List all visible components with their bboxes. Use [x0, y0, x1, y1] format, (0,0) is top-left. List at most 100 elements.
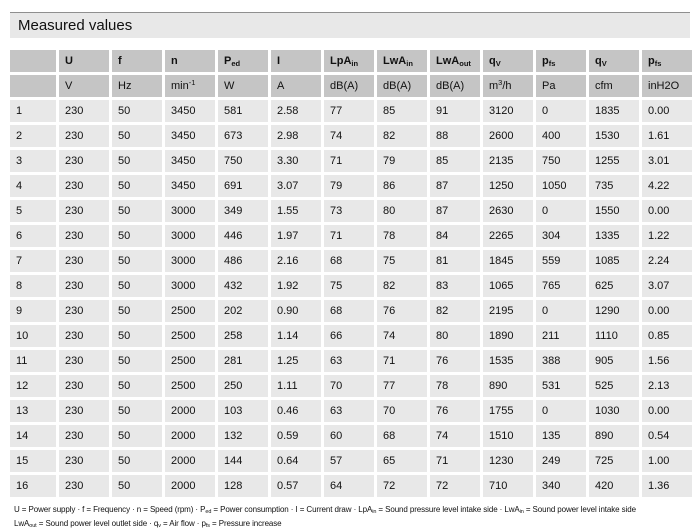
table-cell: 70: [324, 375, 374, 397]
row-number-cell: 10: [10, 325, 56, 347]
table-cell: 3.30: [271, 150, 321, 172]
row-number-cell: 5: [10, 200, 56, 222]
table-cell: 74: [324, 125, 374, 147]
table-cell: 581: [218, 100, 268, 122]
table-cell: 0.85: [642, 325, 692, 347]
table-row: 14 230 50 2000 132 0.59 60 68 74 1510 135 890 0.54: [10, 425, 692, 447]
table-cell: 0: [536, 100, 586, 122]
table-cell: 1535: [483, 350, 533, 372]
table-cell: 91: [430, 100, 480, 122]
table-cell: 68: [324, 300, 374, 322]
table-cell: 50: [112, 150, 162, 172]
legend-line: LwAout = Sound power level outlet side ·…: [14, 519, 282, 529]
table-cell: 1335: [589, 225, 639, 247]
table-cell: 50: [112, 175, 162, 197]
table-cell: 0.00: [642, 400, 692, 422]
page-title: Measured values: [18, 17, 133, 34]
table-cell: 75: [324, 275, 374, 297]
column-header: qV: [589, 50, 639, 72]
table-cell: 80: [430, 325, 480, 347]
table-cell: 1.14: [271, 325, 321, 347]
column-header: n: [165, 50, 215, 72]
column-header: [10, 50, 56, 72]
column-unit: V: [59, 75, 109, 97]
table-cell: 2.98: [271, 125, 321, 147]
column-unit: Hz: [112, 75, 162, 97]
table-cell: 1255: [589, 150, 639, 172]
column-header: U: [59, 50, 109, 72]
row-number-cell: 14: [10, 425, 56, 447]
table-row: 7 230 50 3000 486 2.16 68 75 81 1845 559 1085 2.24: [10, 250, 692, 272]
table-cell: 50: [112, 400, 162, 422]
table-cell: 73: [324, 200, 374, 222]
table-row: 10 230 50 2500 258 1.14 66 74 80 1890 211 1110 0.85: [10, 325, 692, 347]
table-cell: 0.00: [642, 200, 692, 222]
table-cell: 0.54: [642, 425, 692, 447]
table-cell: 1.11: [271, 375, 321, 397]
column-unit: inH2O: [642, 75, 692, 97]
table-cell: 71: [324, 150, 374, 172]
table-cell: 57: [324, 450, 374, 472]
table-cell: 1835: [589, 100, 639, 122]
table-cell: 60: [324, 425, 374, 447]
table-cell: 77: [324, 100, 374, 122]
table-row: 2 230 50 3450 673 2.98 74 82 88 2600 400 1530 1.61: [10, 125, 692, 147]
table-cell: 1.56: [642, 350, 692, 372]
table-cell: 230: [59, 150, 109, 172]
table-cell: 1.55: [271, 200, 321, 222]
table-cell: 673: [218, 125, 268, 147]
table-cell: 230: [59, 250, 109, 272]
table-cell: 230: [59, 450, 109, 472]
column-header: LwAin: [377, 50, 427, 72]
column-header: pfs: [642, 50, 692, 72]
table-cell: 79: [377, 150, 427, 172]
table-cell: 63: [324, 400, 374, 422]
table-cell: 2630: [483, 200, 533, 222]
table-row: 16 230 50 2000 128 0.57 64 72 72 710 340 420 1.36: [10, 475, 692, 497]
table-cell: 71: [377, 350, 427, 372]
table-cell: 135: [536, 425, 586, 447]
table-cell: 2000: [165, 425, 215, 447]
table-row: 8 230 50 3000 432 1.92 75 82 83 1065 765 625 3.07: [10, 275, 692, 297]
table-cell: 103: [218, 400, 268, 422]
table-cell: 531: [536, 375, 586, 397]
table-cell: 1250: [483, 175, 533, 197]
table-cell: 3120: [483, 100, 533, 122]
table-cell: 3.07: [271, 175, 321, 197]
table-cell: 249: [536, 450, 586, 472]
table-cell: 230: [59, 275, 109, 297]
legend-line: U = Power supply · f = Frequency · n = S…: [14, 505, 636, 515]
table-cell: 230: [59, 400, 109, 422]
table-cell: 50: [112, 375, 162, 397]
table-cell: 71: [430, 450, 480, 472]
column-header: pfs: [536, 50, 586, 72]
table-cell: 281: [218, 350, 268, 372]
table-cell: 3.07: [642, 275, 692, 297]
table-cell: 76: [430, 400, 480, 422]
table-cell: 76: [430, 350, 480, 372]
table-row: 5 230 50 3000 349 1.55 73 80 87 2630 0 1550 0.00: [10, 200, 692, 222]
column-unit: Pa: [536, 75, 586, 97]
table-cell: 230: [59, 425, 109, 447]
column-unit: dB(A): [377, 75, 427, 97]
row-number-cell: 16: [10, 475, 56, 497]
table-cell: 230: [59, 125, 109, 147]
table-cell: 230: [59, 100, 109, 122]
table-cell: 77: [377, 375, 427, 397]
table-cell: 304: [536, 225, 586, 247]
table-cell: 2500: [165, 325, 215, 347]
table-cell: 3450: [165, 125, 215, 147]
table-cell: 750: [536, 150, 586, 172]
table-cell: 1290: [589, 300, 639, 322]
table-cell: 87: [430, 200, 480, 222]
table-cell: 691: [218, 175, 268, 197]
table-cell: 3450: [165, 175, 215, 197]
table-cell: 81: [430, 250, 480, 272]
table-row: 3 230 50 3450 750 3.30 71 79 85 2135 750 1255 3.01: [10, 150, 692, 172]
table-cell: 50: [112, 125, 162, 147]
table-cell: 128: [218, 475, 268, 497]
table-cell: 400: [536, 125, 586, 147]
table-cell: 735: [589, 175, 639, 197]
table-cell: 85: [430, 150, 480, 172]
